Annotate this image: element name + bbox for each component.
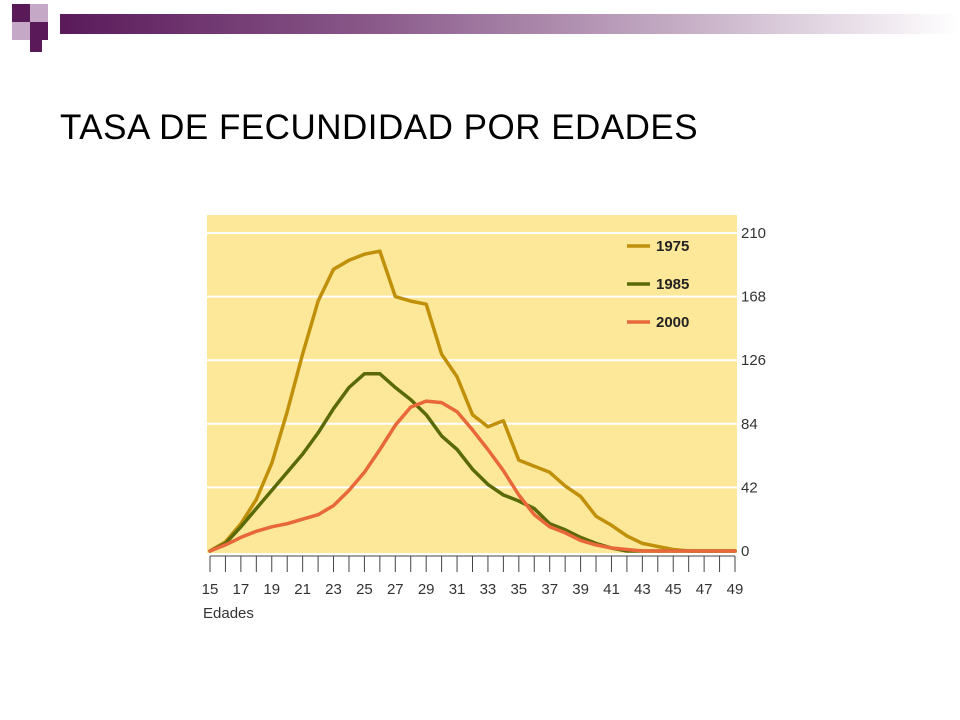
x-tick-label: 37	[541, 581, 558, 598]
x-tick-label: 15	[202, 581, 219, 598]
x-tick-label: 39	[572, 581, 589, 598]
x-tick-label: 29	[418, 581, 435, 598]
legend-label-1985: 1985	[656, 276, 689, 293]
x-tick-label: 21	[294, 581, 311, 598]
y-tick-label: 42	[741, 479, 758, 496]
deco-square-dark-1	[12, 4, 30, 22]
y-tick-label: 210	[741, 225, 766, 242]
deco-square-dark-3	[30, 40, 42, 52]
y-tick-label: 126	[741, 352, 766, 369]
series-line-1975	[208, 249, 737, 553]
deco-square-dark-2	[30, 22, 48, 40]
slide-title: TASA DE FECUNDIDAD POR EDADES	[60, 108, 699, 147]
y-tick-label: 84	[741, 416, 758, 433]
header-gradient-bar	[60, 14, 960, 34]
deco-square-light-2	[12, 22, 30, 40]
x-tick-label: 47	[696, 581, 713, 598]
plot-background	[207, 215, 737, 553]
x-axis-caption: Edades	[203, 605, 254, 622]
x-tick-label: 41	[603, 581, 620, 598]
x-tick-label: 23	[325, 581, 342, 598]
x-tick-label: 17	[233, 581, 250, 598]
x-tick-label: 25	[356, 581, 373, 598]
x-tick-label: 27	[387, 581, 404, 598]
x-tick-label: 35	[510, 581, 527, 598]
y-tick-label: 0	[741, 543, 749, 560]
y-tick-label: 168	[741, 289, 766, 306]
x-tick-label: 49	[727, 581, 744, 598]
x-tick-label: 31	[449, 581, 466, 598]
deco-square-light-1	[30, 4, 48, 22]
x-tick-label: 19	[263, 581, 280, 598]
x-tick-label: 33	[480, 581, 497, 598]
series-line-2000	[208, 399, 737, 553]
legend-label-2000: 2000	[656, 314, 689, 331]
legend-label-1975: 1975	[656, 238, 689, 255]
x-tick-label: 45	[665, 581, 682, 598]
x-tick-label: 43	[634, 581, 651, 598]
